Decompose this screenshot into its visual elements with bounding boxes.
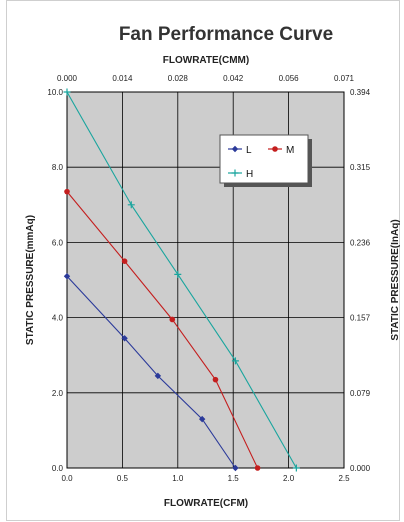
y-tick-label: 10.0 <box>47 88 63 97</box>
series-L <box>63 273 239 472</box>
data-point-H <box>231 357 239 365</box>
legend: L M H <box>219 134 312 187</box>
chart-title: Fan Performance Curve <box>119 24 333 45</box>
data-point-H <box>292 464 300 472</box>
legend-item-H: H <box>228 169 253 180</box>
right-axis-title: STATIC PRESSURE(InAq) <box>390 219 401 340</box>
tick-labels: 0.0 0.5 1.0 1.5 2.0 2.50.000 0.014 0.028 0.042 0.… <box>47 74 370 483</box>
legend-box <box>219 134 309 184</box>
y-tick-label: 6.0 <box>52 238 64 247</box>
y-tick-label: 4.0 <box>52 314 64 323</box>
data-point-L <box>154 372 162 380</box>
x-tick-label: 2.0 <box>283 474 295 483</box>
series-M <box>64 188 261 471</box>
data-point-M <box>254 465 261 471</box>
y2-tick-label: 0.157 <box>350 314 371 323</box>
series-layer <box>63 88 300 472</box>
legend-swatch-marker <box>231 169 239 177</box>
x2-tick-label: 0.042 <box>223 74 244 83</box>
data-point-L <box>63 273 71 280</box>
x-tick-label: 0.0 <box>61 474 73 483</box>
x2-tick-label: 0.000 <box>57 74 78 83</box>
y-tick-label: 2.0 <box>52 389 64 398</box>
data-point-L <box>232 464 239 472</box>
y2-tick-label: 0.236 <box>350 238 371 247</box>
data-point-M <box>121 258 128 265</box>
x2-tick-label: 0.056 <box>279 74 300 83</box>
y2-tick-label: 0.079 <box>350 389 371 398</box>
x2-tick-label: 0.014 <box>112 74 133 83</box>
series-H <box>63 88 300 472</box>
data-point-H <box>63 88 71 96</box>
legend-swatch-marker <box>272 146 278 152</box>
legend-label: H <box>246 169 253 180</box>
legend-label: M <box>286 145 294 156</box>
data-point-M <box>64 188 70 195</box>
legend-swatch-marker <box>231 145 239 153</box>
legend-item-L: L <box>228 145 252 156</box>
bottom-axis-title: FLOWRATE(CFM) <box>164 498 248 509</box>
left-axis-title: STATIC PRESSURE(mmAq) <box>25 215 36 345</box>
x2-tick-label: 0.028 <box>168 74 189 83</box>
legend-item-M: M <box>268 145 294 156</box>
y-tick-label: 8.0 <box>52 163 64 172</box>
data-point-L <box>198 415 206 423</box>
legend-label: L <box>246 145 252 156</box>
x-tick-label: 1.5 <box>228 474 240 483</box>
y2-tick-label: 0.315 <box>350 163 371 172</box>
data-point-H <box>174 270 182 278</box>
data-point-L <box>121 335 128 342</box>
data-point-M <box>169 316 176 323</box>
x-tick-label: 1.0 <box>172 474 184 483</box>
y2-tick-label: 0.394 <box>350 88 371 97</box>
data-point-H <box>127 201 135 209</box>
x2-tick-label: 0.071 <box>334 74 355 83</box>
data-point-M <box>212 376 219 383</box>
top-axis-title: FLOWRATE(CMM) <box>163 55 249 66</box>
y-tick-label: 0.0 <box>52 464 64 473</box>
x-tick-label: 2.5 <box>338 474 350 483</box>
x-tick-label: 0.5 <box>117 474 129 483</box>
y2-tick-label: 0.000 <box>350 464 371 473</box>
